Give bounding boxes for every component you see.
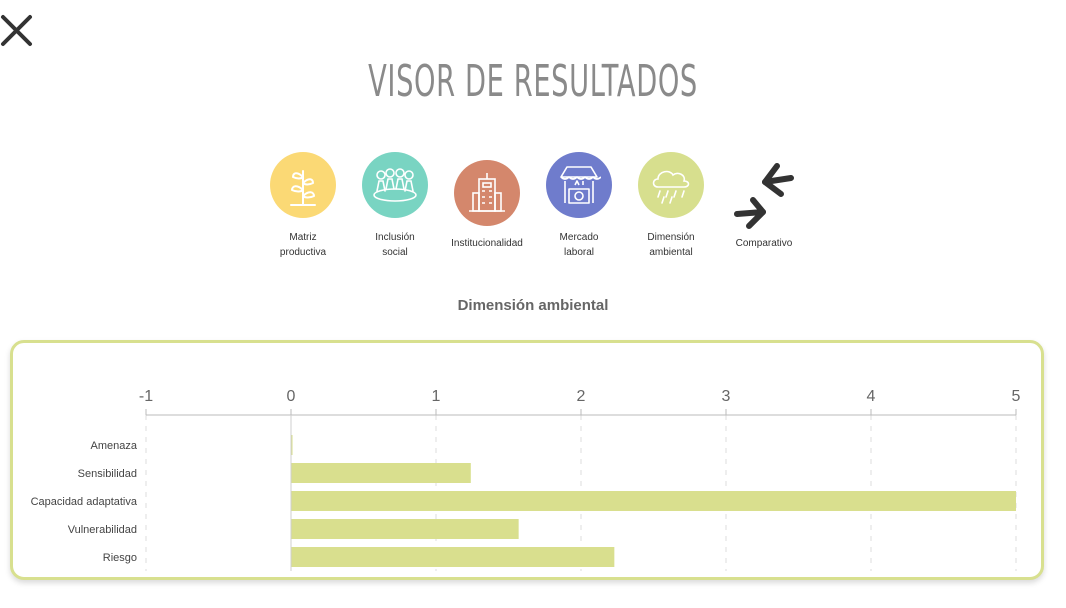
- category-label: Comparativo: [735, 238, 793, 249]
- x-tick-label: 5: [1012, 388, 1021, 405]
- market-stall-icon: [560, 166, 601, 204]
- plant-icon: [290, 170, 316, 206]
- chart-card: -1 0 1 2 3 4 5 Amenaza Sensibilidad Capacidad ada…: [10, 340, 1044, 580]
- x-tick-label: -1: [139, 388, 153, 405]
- bar: [291, 519, 519, 539]
- category-circle: [270, 152, 336, 218]
- category-label: Mercado laboral: [559, 232, 599, 258]
- bar-chart: -1 0 1 2 3 4 5 Amenaza Sensibilidad Capacidad ada…: [31, 388, 1021, 571]
- x-tick-label: 1: [432, 388, 441, 405]
- category-comparativo[interactable]: Comparativo: [709, 152, 819, 251]
- category-selector: Matriz productiva Inclusión social: [0, 152, 1066, 272]
- category-matriz-productiva[interactable]: Matriz productiva: [248, 152, 358, 260]
- close-icon: [1, 15, 32, 46]
- bar: [291, 463, 471, 483]
- category-label: Riesgo: [103, 552, 137, 564]
- category-circle: [638, 152, 704, 218]
- category-circle: [362, 152, 428, 218]
- category-label: Matriz productiva: [279, 232, 327, 258]
- bar: [291, 547, 615, 567]
- category-label: Vulnerabilidad: [68, 524, 137, 536]
- category-circle: [546, 152, 612, 218]
- cloud-rain-icon: [652, 170, 690, 204]
- section-title: Dimensión ambiental: [457, 297, 609, 314]
- building-icon: [469, 173, 505, 212]
- category-label: Amenaza: [91, 440, 138, 452]
- people-icon: [373, 168, 417, 202]
- x-tick-label: 4: [867, 388, 876, 405]
- category-label: Sensibilidad: [78, 468, 137, 480]
- category-institucionalidad[interactable]: Institucionalidad: [432, 152, 542, 251]
- bar: [291, 491, 1016, 511]
- page-title: VISOR DE RESULTADOS: [368, 56, 698, 107]
- compare-arrows-icon: [734, 163, 794, 229]
- category-dimension-ambiental[interactable]: Dimensión ambiental: [616, 152, 726, 260]
- category-circle: [454, 160, 520, 226]
- category-label: Inclusión social: [375, 232, 415, 258]
- category-inclusion-social[interactable]: Inclusión social: [340, 152, 450, 260]
- close-button[interactable]: [0, 14, 34, 48]
- x-tick-label: 0: [287, 388, 296, 405]
- category-mercado-laboral[interactable]: Mercado laboral: [524, 152, 634, 260]
- category-label: Dimensión ambiental: [647, 232, 695, 258]
- category-label: Capacidad adaptativa: [31, 496, 138, 508]
- bar: [291, 435, 293, 455]
- x-tick-label: 2: [577, 388, 586, 405]
- category-label: Institucionalidad: [451, 238, 523, 249]
- x-tick-label: 3: [722, 388, 731, 405]
